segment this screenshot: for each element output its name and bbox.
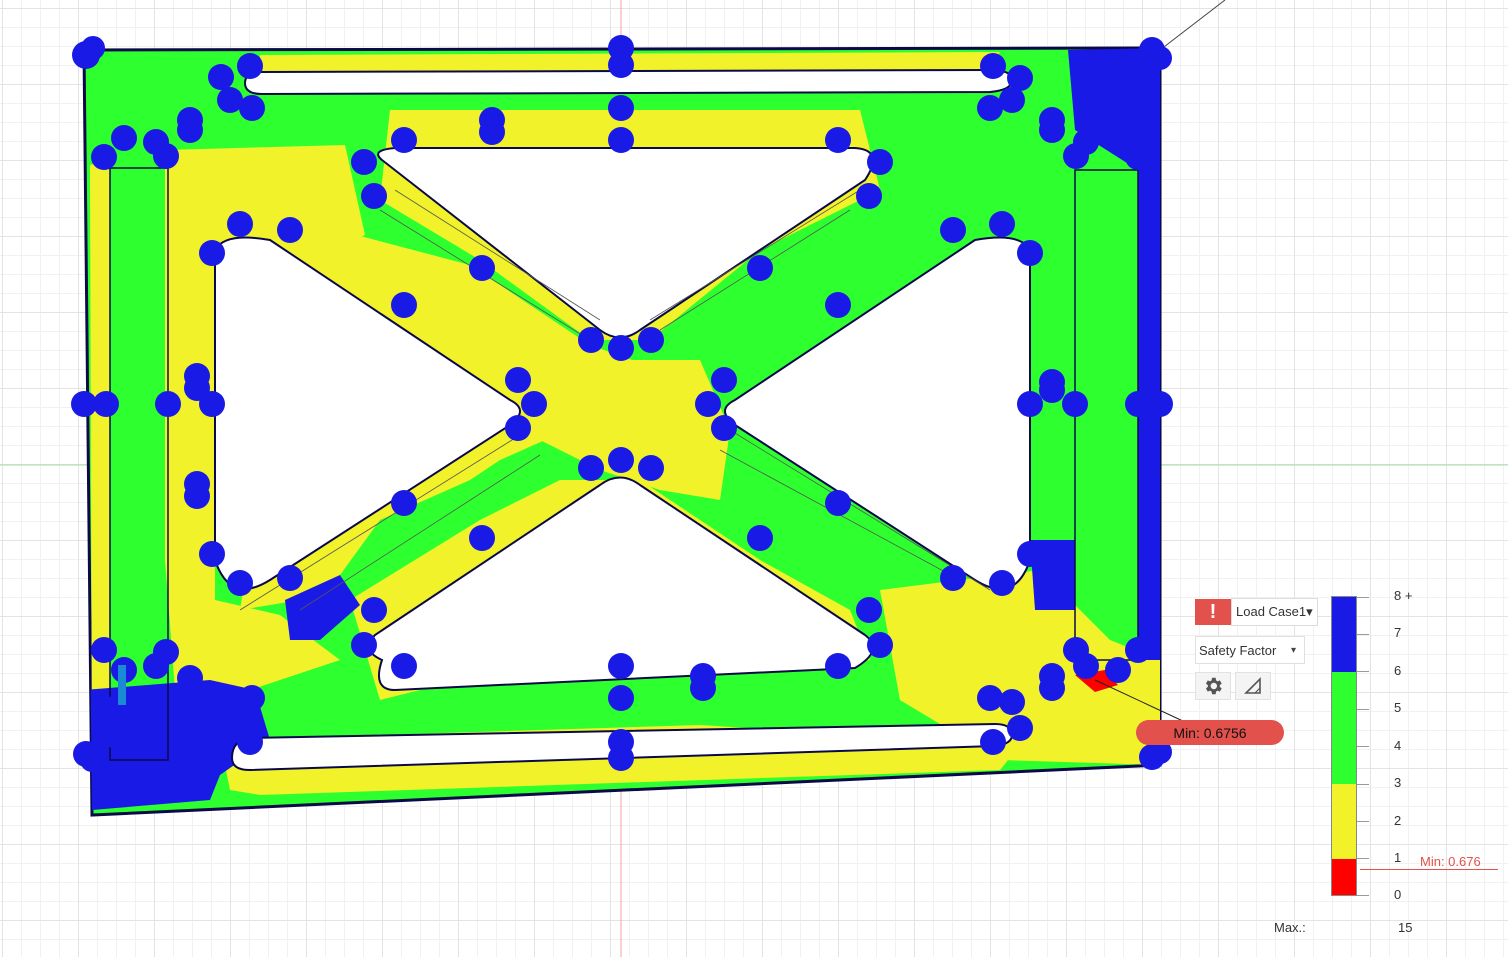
results-panel: ! Load Case1▾ Safety Factor ▾ — [1195, 598, 1323, 700]
legend-tick — [1357, 671, 1369, 672]
yellow-zone — [520, 360, 730, 500]
legend-tick — [1357, 746, 1369, 747]
chevron-down-icon: ▾ — [1290, 645, 1296, 656]
legend-tick — [1357, 709, 1369, 710]
legend-tick — [1357, 634, 1369, 635]
yellow-zone — [90, 160, 110, 790]
legend-max-label: Max.: — [1274, 920, 1306, 935]
constraint-markers — [71, 35, 1173, 772]
chevron-down-icon: ▾ — [1306, 604, 1313, 619]
legend-band-yellow — [1332, 784, 1356, 859]
blue-zone — [285, 575, 360, 640]
leader-line — [1159, 0, 1226, 51]
min-leader-line — [1094, 679, 1186, 723]
warning-icon[interactable]: ! — [1195, 599, 1231, 625]
load-arrow-stem — [118, 665, 126, 705]
blue-zone — [1068, 48, 1160, 660]
load-case-dropdown[interactable]: Load Case1▾ — [1231, 598, 1318, 626]
legend-tick — [1357, 895, 1369, 896]
panel-toolbar — [1195, 672, 1323, 700]
legend-tick-label: 0 — [1394, 887, 1402, 902]
legend-max-value: 15 — [1398, 920, 1413, 935]
legend-tick-label: 6 — [1394, 663, 1402, 678]
legend-band-green — [1332, 672, 1356, 784]
legend-band-blue — [1332, 597, 1356, 672]
gear-icon — [1205, 677, 1222, 695]
yellow-zone — [880, 570, 1160, 765]
plate-cutouts — [109, 68, 1139, 772]
legend-tick-label: 2 — [1394, 813, 1402, 828]
legend-min-label: Min: 0.676 — [1420, 854, 1481, 869]
legend-band-red — [1332, 859, 1356, 895]
safety-factor-legend — [1331, 596, 1357, 896]
legend-tick-label: 8 + — [1394, 588, 1413, 603]
load-case-label: Load Case1 — [1236, 604, 1307, 619]
legend-tick — [1357, 858, 1369, 859]
load-case-row: ! Load Case1▾ — [1195, 598, 1323, 626]
legend-tick-label: 4 — [1394, 738, 1402, 753]
legend-tick — [1357, 784, 1369, 785]
legend-min-line — [1360, 869, 1498, 870]
legend-tick-label: 3 — [1394, 775, 1402, 790]
legend-tick — [1357, 597, 1369, 598]
result-type-dropdown[interactable]: Safety Factor ▾ — [1195, 636, 1305, 664]
triangle-icon — [1244, 677, 1261, 694]
settings-button[interactable] — [1195, 672, 1231, 700]
legend-tick-label: 1 — [1394, 850, 1402, 865]
min-value-badge[interactable]: Min: 0.6756 — [1136, 720, 1284, 745]
legend-tick-label: 7 — [1394, 625, 1402, 640]
legend-tick — [1357, 821, 1369, 822]
probe-button[interactable] — [1235, 672, 1271, 700]
result-type-label: Safety Factor — [1199, 643, 1277, 658]
legend-tick-label: 5 — [1394, 700, 1402, 715]
